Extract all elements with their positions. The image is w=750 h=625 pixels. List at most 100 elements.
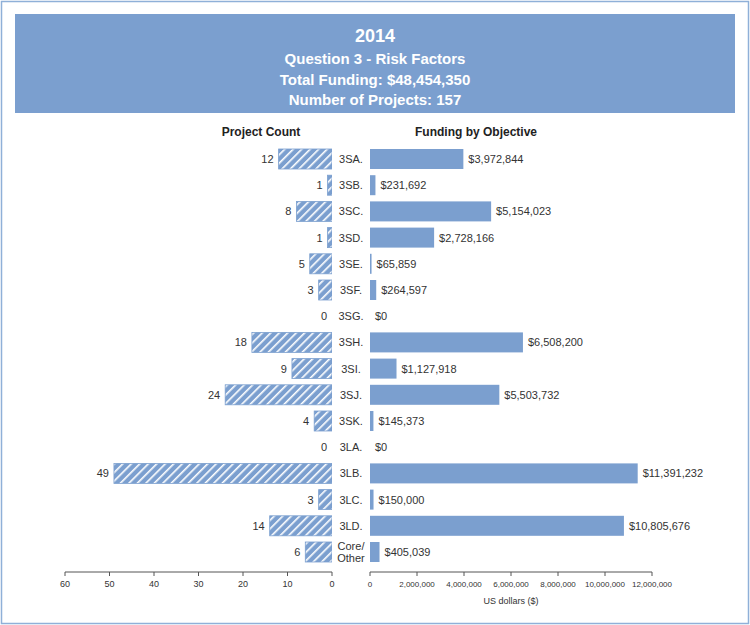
header-box — [15, 14, 735, 113]
data-label: $11,391,232 — [643, 467, 703, 479]
bar — [370, 437, 371, 457]
bar — [332, 437, 333, 457]
tick-label: 40 — [149, 579, 159, 589]
tick — [417, 572, 418, 576]
panel-title: Funding by Objective — [415, 125, 537, 139]
panel-title: Project Count — [222, 125, 301, 139]
category-label: 3SB. — [339, 179, 363, 191]
data-label: $264,597 — [381, 284, 427, 296]
category-label: 3SK. — [339, 415, 363, 427]
data-label: 18 — [235, 336, 247, 348]
data-label: $2,728,166 — [439, 232, 494, 244]
header-subtitle: Question 3 - Risk Factors — [285, 50, 466, 67]
bar — [370, 385, 499, 405]
category-label-part: 3SB. — [339, 179, 363, 191]
bar — [370, 516, 624, 536]
tick-label: 0 — [368, 580, 373, 589]
bar — [270, 516, 332, 536]
tick — [558, 572, 559, 576]
category-label-part: 3LB. — [340, 467, 363, 479]
category-label: 3SI. — [341, 363, 361, 375]
data-label: $145,373 — [378, 415, 424, 427]
tick-label: 10,000,000 — [585, 580, 626, 589]
tick — [198, 572, 199, 576]
tick-label: 12,000,000 — [632, 580, 673, 589]
tick — [370, 572, 371, 576]
category-label-part: 3SD. — [339, 232, 363, 244]
category-label: 3SJ. — [340, 389, 362, 401]
data-label: 5 — [299, 258, 305, 270]
category-label-part: 3SE. — [339, 258, 363, 270]
bar — [370, 201, 491, 221]
category-label-part: Core/ — [338, 540, 366, 552]
bar — [305, 542, 332, 562]
tick — [511, 572, 512, 576]
category-label-part: 3SJ. — [340, 389, 362, 401]
outer-frame — [2, 2, 749, 624]
bar — [370, 542, 380, 562]
data-label: 0 — [321, 441, 327, 453]
data-label: $0 — [375, 310, 387, 322]
category-label-part: 3SK. — [339, 415, 363, 427]
category-label: 3SF. — [340, 284, 362, 296]
category-label-part: 3SH. — [339, 336, 363, 348]
bar — [370, 463, 638, 483]
category-label: 3SE. — [339, 258, 363, 270]
bar — [370, 175, 375, 195]
header-title: 2014 — [355, 26, 395, 46]
tick-label: 60 — [60, 579, 70, 589]
bar — [279, 149, 332, 169]
bar — [252, 332, 332, 352]
category-label-part: 3LD. — [339, 520, 362, 532]
bar — [370, 411, 373, 431]
bar — [292, 359, 332, 379]
data-label: 24 — [208, 389, 220, 401]
bar — [319, 280, 332, 300]
tick — [605, 572, 606, 576]
bar — [370, 359, 397, 379]
tick-label: 10 — [282, 579, 292, 589]
bar — [370, 306, 371, 326]
category-label-part: 3SG. — [338, 310, 363, 322]
tick — [464, 572, 465, 576]
data-label: 12 — [261, 153, 273, 165]
bar — [319, 490, 332, 510]
bar — [370, 254, 372, 274]
tick-label: 20 — [238, 579, 248, 589]
category-label: 3LD. — [339, 520, 362, 532]
bar — [310, 254, 332, 274]
tick-label: 0 — [329, 579, 334, 589]
data-label: 0 — [321, 310, 327, 322]
data-label: $6,508,200 — [528, 336, 583, 348]
data-label: $405,039 — [385, 546, 431, 558]
bar — [114, 463, 332, 483]
data-label: $5,503,732 — [504, 389, 559, 401]
tick — [652, 572, 653, 576]
tick — [65, 572, 66, 576]
bar — [370, 490, 374, 510]
category-label-part: 3SA. — [339, 153, 363, 165]
category-label-part: 3SF. — [340, 284, 362, 296]
category-label: 3SA. — [339, 153, 363, 165]
header-subtitle: Number of Projects: 157 — [289, 91, 462, 108]
data-label: $5,154,023 — [496, 205, 551, 217]
tick-label: 6,000,000 — [493, 580, 529, 589]
data-label: 4 — [303, 415, 309, 427]
data-label: 8 — [285, 205, 291, 217]
data-label: 9 — [281, 363, 287, 375]
bar — [328, 228, 332, 248]
data-label: $3,972,844 — [468, 153, 523, 165]
category-label-part: 3SC. — [339, 205, 363, 217]
tick — [109, 572, 110, 576]
data-label: 3 — [308, 494, 314, 506]
header-subtitle: Total Funding: $48,454,350 — [280, 71, 471, 88]
category-label: 3SC. — [339, 205, 363, 217]
bar — [332, 306, 333, 326]
bars — [114, 149, 332, 562]
bar — [370, 280, 376, 300]
data-label: $0 — [375, 441, 387, 453]
bar — [296, 201, 332, 221]
category-label: 3SD. — [339, 232, 363, 244]
data-label: $10,805,676 — [629, 520, 690, 532]
data-label: 1 — [316, 179, 322, 191]
